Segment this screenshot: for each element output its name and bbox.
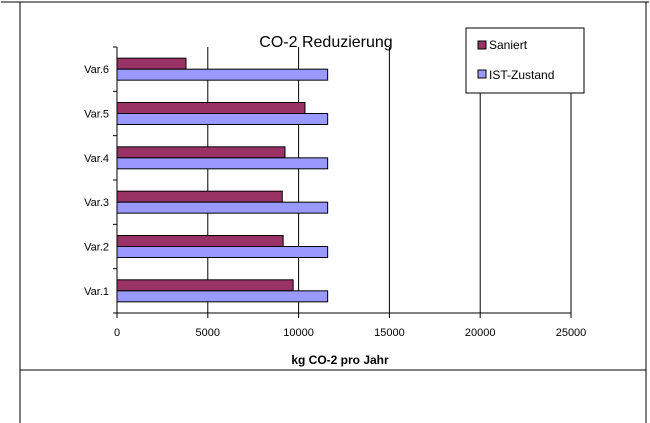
legend: Saniert IST-Zustand [465,27,585,94]
bar-saniert-var6 [116,57,187,70]
category-label-var6: Var.6 [84,64,109,76]
bar-ist-zustand-var2 [116,246,329,258]
x-tick-label-20000: 20000 [465,327,496,339]
legend-swatch-saniert [477,40,487,50]
bar-saniert-var4 [116,146,286,159]
bars-group [116,57,329,303]
category-label-var1: Var.1 [84,286,109,298]
category-label-var4: Var.4 [84,153,109,165]
bar-ist-zustand-var5 [116,113,329,125]
legend-label-saniert: Saniert [489,38,528,52]
bar-saniert-var2 [116,235,284,247]
category-labels: Var.1 Var.2 Var.3 Var.4 Var.5 Var.6 [84,64,109,298]
bar-saniert-var1 [116,279,294,292]
x-tick-labels: 0 5000 10000 15000 20000 25000 [114,327,586,339]
category-label-var3: Var.3 [84,197,109,209]
x-tick-label-15000: 15000 [374,327,405,339]
gridlines [207,47,572,313]
legend-swatch-ist-zustand [477,69,487,79]
bar-ist-zustand-var3 [116,201,329,214]
bar-saniert-var5 [116,102,306,114]
legend-box [465,27,585,94]
bar-ist-zustand-var1 [116,290,329,303]
legend-label-ist-zustand: IST-Zustand [489,68,554,82]
chart-title: CO-2 Reduzierung [259,34,392,51]
x-tick-label-5000: 5000 [196,327,220,339]
x-tick-label-10000: 10000 [283,327,314,339]
x-axis-title: kg CO-2 pro Jahr [291,353,389,367]
bar-saniert-var3 [116,190,283,203]
bar-ist-zustand-var4 [116,157,329,170]
axes-group [113,46,572,318]
category-label-var5: Var.5 [84,109,109,121]
x-tick-label-25000: 25000 [556,327,587,339]
bar-ist-zustand-var6 [116,68,329,81]
category-label-var2: Var.2 [84,242,109,254]
x-tick-label-0: 0 [114,327,120,339]
